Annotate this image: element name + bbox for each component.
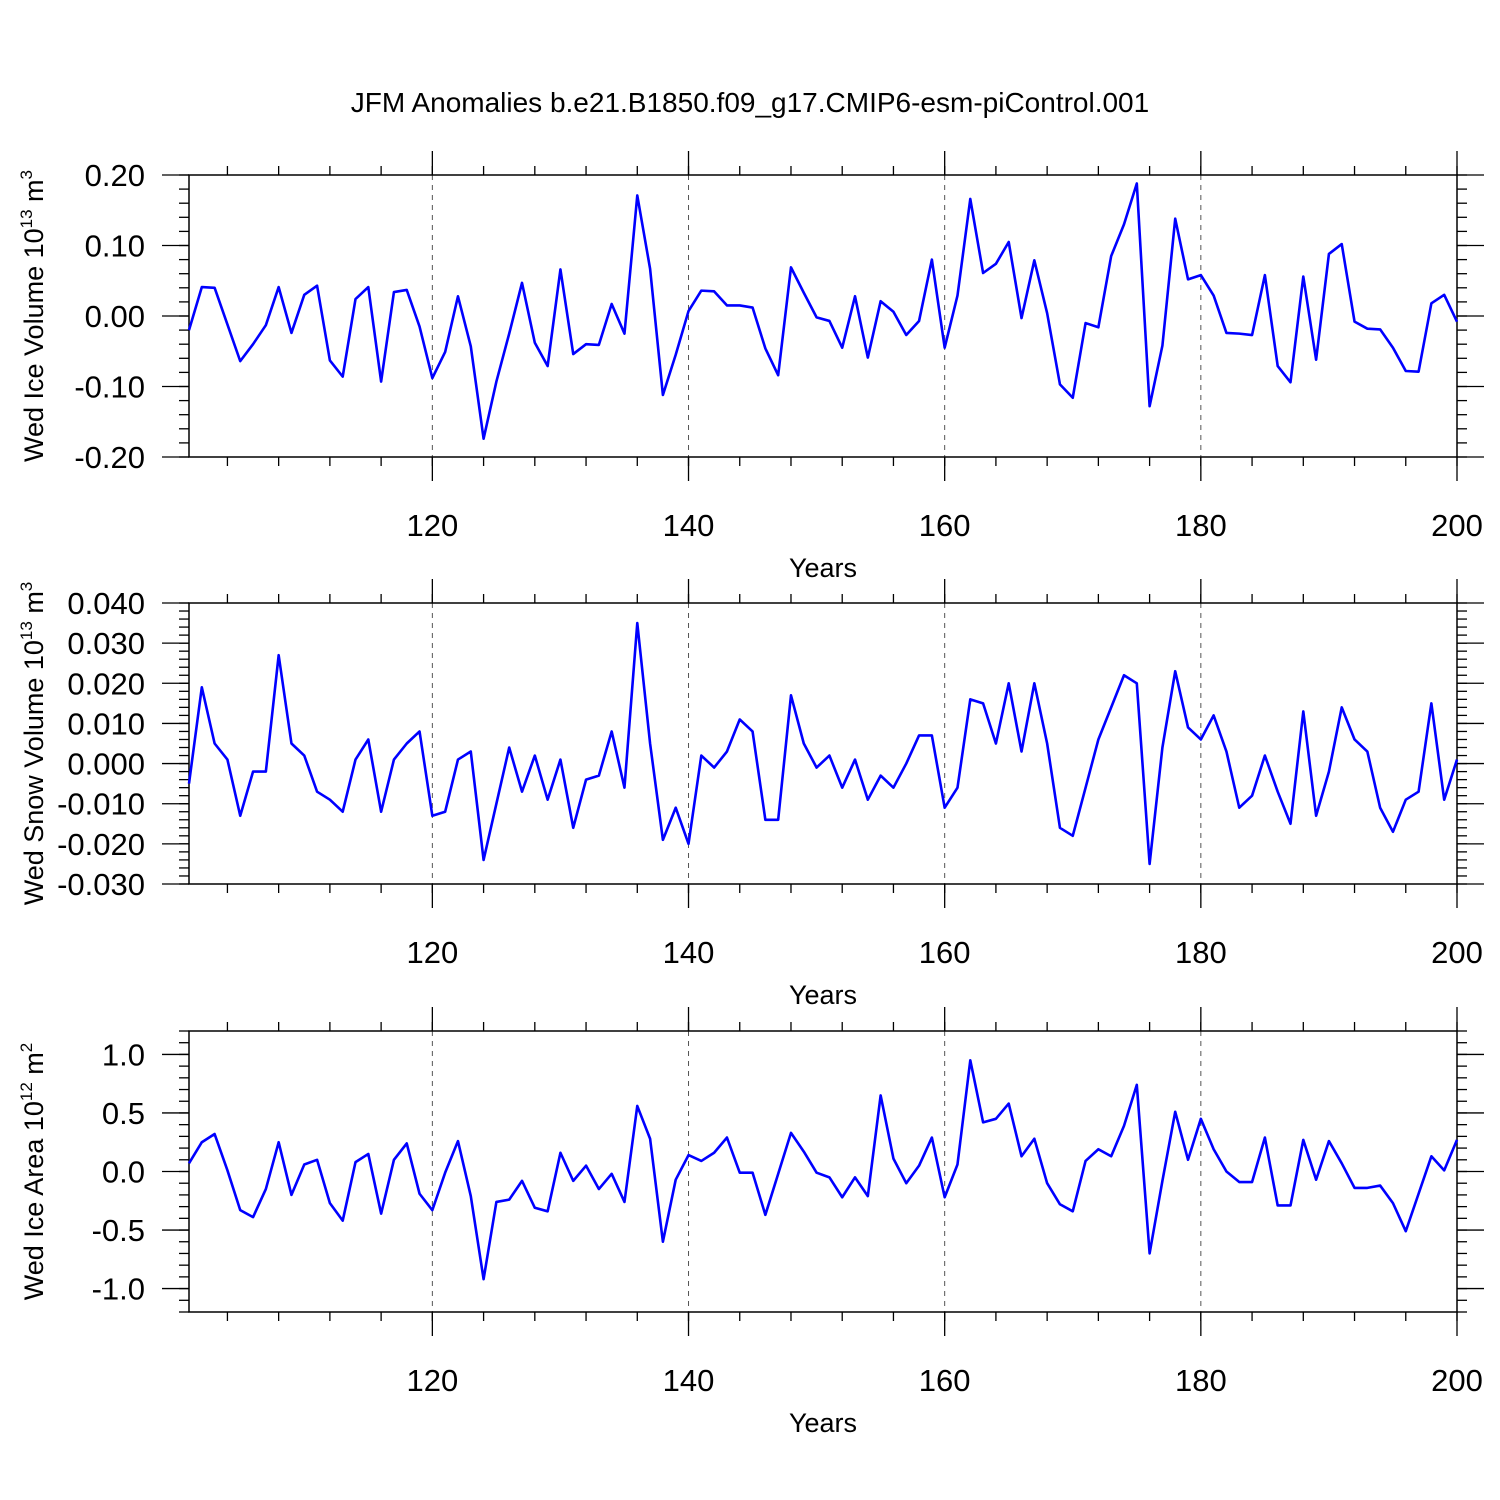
y-axis-label-unit-exponent: 3 [17,582,36,591]
y-tick-label: -0.010 [57,787,145,822]
x-tick-label: 200 [1431,508,1483,543]
plot-frame [188,602,1458,885]
plot-frame [188,1030,1458,1313]
x-tick-label: 160 [919,935,971,970]
x-tick-label: 180 [1175,1363,1227,1398]
y-tick-label: -0.20 [74,440,145,475]
plot-frame [188,174,1458,458]
x-tick-label: 200 [1431,935,1483,970]
y-axis-label: Wed Ice Area 1012 m2 [17,1043,49,1301]
y-axis-label-unit: m [19,1052,49,1082]
y-tick-label: 0.000 [67,747,145,782]
panel-snow-volume: 120 140 160 180 200 Years -0.030 -0.020 -0.010 0.… [17,579,1484,1010]
x-tick-label: 160 [919,1363,971,1398]
x-tick-label: 180 [1175,935,1227,970]
y-axis-label-unit-exponent: 3 [17,170,36,179]
y-tick-label: 0.00 [85,299,145,334]
panel-ice-volume: 120 140 160 180 200 Years -0.20 -0.10 0.00 0.10 0.… [17,151,1484,583]
y-axis-label-exponent: 13 [17,621,36,640]
series-line-ice-area [187,1058,1459,1281]
figure-title: JFM Anomalies b.e21.B1850.f09_g17.CMIP6-… [351,87,1149,118]
x-tick-label: 140 [663,508,715,543]
y-tick-label: -0.030 [57,867,145,902]
y-tick-label: -1.0 [92,1272,145,1307]
x-tick-label: 120 [406,508,458,543]
x-tick-label: 140 [663,935,715,970]
x-tick-label: 140 [663,1363,715,1398]
x-axis-label: Years [789,1408,857,1438]
y-tick-label: 0.10 [85,229,145,264]
y-axis-label-text: Wed Ice Area 10 [19,1101,49,1300]
y-axis-label-text: Wed Ice Volume 10 [19,228,49,462]
y-axis-label-exponent: 12 [17,1082,36,1101]
x-tick-label: 160 [919,508,971,543]
panels: 120 140 160 180 200 Years -0.20 -0.10 0.00 0.10 0.… [17,151,1484,1438]
y-tick-label: 0.0 [102,1155,145,1190]
y-axis-label: Wed Ice Volume 1013 m3 [17,170,49,462]
y-axis-label-unit-exponent: 2 [17,1043,36,1052]
x-axis-label: Years [789,553,857,583]
y-tick-label: 0.20 [85,158,145,193]
x-tick-label: 120 [406,1363,458,1398]
y-tick-label: -0.10 [74,370,145,405]
y-tick-label: 0.010 [67,706,145,741]
x-tick-label: 120 [406,935,458,970]
y-tick-label: -0.5 [92,1213,145,1248]
y-tick-label: 0.040 [67,586,145,621]
panel-ice-area: 120 140 160 180 200 Years -1.0 -0.5 0.0 0.5 1.0 Wed… [17,1007,1484,1438]
series-line-snow-volume [187,621,1459,866]
y-tick-label: 0.5 [102,1096,145,1131]
x-tick-label: 200 [1431,1363,1483,1398]
y-tick-label: 1.0 [102,1037,145,1072]
series-line-ice-volume [187,182,1459,440]
y-axis-label: Wed Snow Volume 1013 m3 [17,582,49,906]
y-tick-label: 0.030 [67,626,145,661]
y-axis-label-exponent: 13 [17,209,36,228]
y-axis-label-unit: m [19,591,49,621]
y-axis-label-unit: m [19,179,49,209]
x-tick-label: 180 [1175,508,1227,543]
x-axis-label: Years [789,980,857,1010]
y-tick-label: -0.020 [57,827,145,862]
y-tick-label: 0.020 [67,666,145,701]
y-axis-label-text: Wed Snow Volume 10 [19,640,49,905]
